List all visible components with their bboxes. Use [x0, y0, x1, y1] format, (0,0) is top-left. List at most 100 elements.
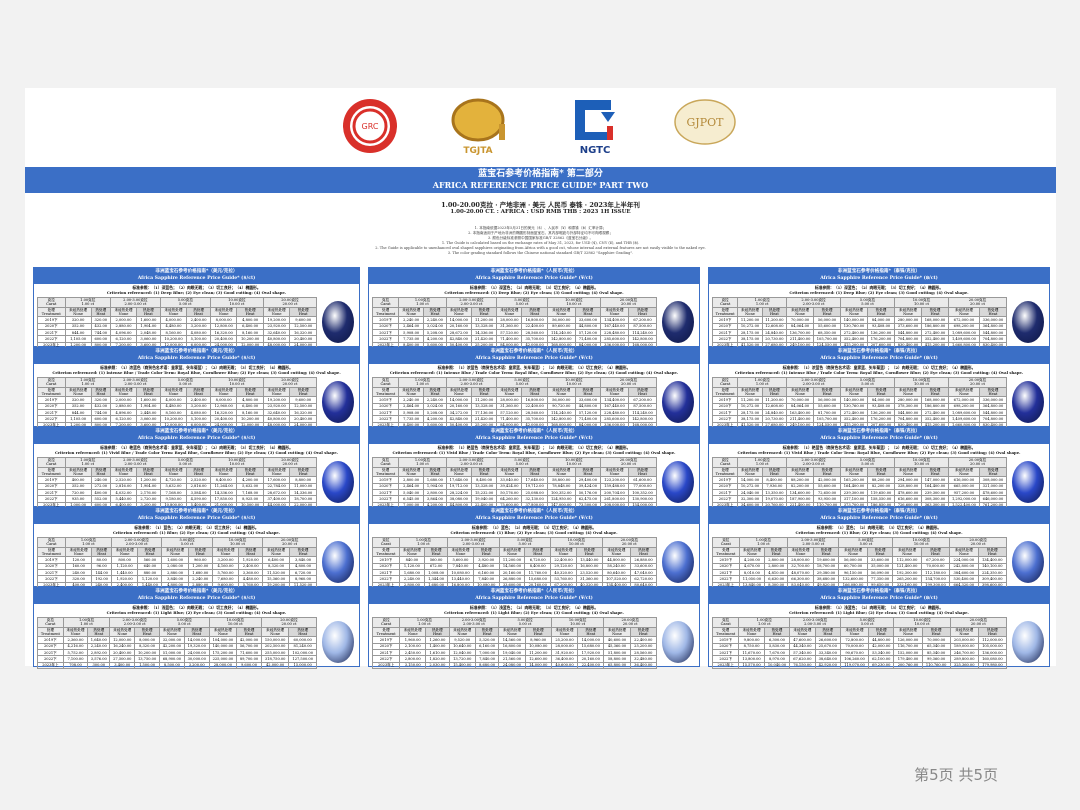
heat-header: 热处理 Heat [134, 626, 160, 638]
size-header: 10.00克拉 10.00 ct [209, 457, 264, 468]
panel-title-en: Africa Sapphire Reference Price Guide* (… [137, 516, 256, 521]
none-zh: 未经热处理 [791, 307, 810, 312]
none-header: 未经热处理 None [949, 546, 979, 558]
heat-header: 热处理 Heat [470, 306, 498, 318]
criteria: 标准参照：（1）深蓝色；（2）肉眼无瑕；（3）切工良好；（4）椭圆形。 Crit… [709, 284, 1049, 296]
panel-title-zh: 非洲蓝宝石参考价格指南*（泰铢/克拉） [837, 589, 921, 594]
heat-en: Heat [96, 471, 106, 476]
size-header: 2.00-3.00克拉 2.00-3.00 ct [786, 377, 842, 388]
price-cell: 2,240.00 [398, 316, 425, 324]
size-header: 5.00克拉 5.00 ct [159, 617, 210, 628]
price-cell: 478,600.00 [978, 488, 1008, 497]
table-row: 2022下 7,735.00 4,200.00 42,840.00 21,420.00 7… [371, 335, 658, 343]
size-en: 5.00 ct [178, 622, 191, 627]
price-panel: 非洲蓝宝石参考价格指南*（人民币/克拉） Africa Sapphire Ref… [368, 267, 700, 350]
size-zh: 20.00克拉 [621, 618, 639, 622]
heat-zh: 热处理 [637, 307, 648, 312]
price-cell: 16,320.00 [289, 328, 317, 337]
size-zh: 20.00克拉 [968, 458, 987, 462]
size-header: 10.00克拉 10.00 ct [894, 377, 949, 388]
none-header: 未经热处理 None [947, 386, 980, 398]
heat-en: Heat [96, 311, 106, 316]
price-table: 克拉 Carat 1.00克拉 1.00 ct 2.00-3.00克拉 2.00-3.00… [37, 537, 317, 590]
heat-zh: 热处理 [582, 307, 594, 312]
heat-zh: 热处理 [929, 307, 941, 312]
price-cell: 2,816.00 [109, 482, 138, 491]
price-cell: 16,320.00 [209, 408, 238, 417]
size-header: 20.00克拉 20.00 ct [260, 617, 318, 628]
size-header: 1.00克拉 1.00 ct [738, 617, 791, 628]
price-panel: 非洲蓝宝石参考价格指南*（人民币/克拉） Africa Sapphire Ref… [368, 427, 700, 510]
table-row: 2020下 2,464.00 3,024.00 20,160.00 13,328.00 3… [371, 322, 658, 331]
carat-header: 克拉 Carat [711, 297, 739, 308]
price-cell: 272,400.00 [921, 328, 949, 337]
heat-header: 热处理 Heat [812, 546, 840, 558]
size-zh: 5.00克拉 [514, 458, 530, 462]
carat-zh: 克拉 [722, 538, 730, 542]
heat-en: Heat [638, 311, 647, 316]
heat-zh: 热处理 [430, 547, 442, 552]
none-en: None [556, 391, 567, 396]
heat-header: 热处理 Heat [136, 306, 161, 318]
price-cell: 69,230.00 [868, 661, 895, 670]
size-header: 2.00-3.00克拉 2.00-3.00 ct [110, 537, 163, 548]
carat-en: Carat [720, 382, 731, 387]
size-en: 2.00-3.00 ct [124, 302, 147, 307]
criteria-zh: 标准参照：（1）浓蓝色（商贸色名术语：皇家蓝、矢车菊蓝）；（2）肉眼无瑕；（3）… [437, 365, 631, 370]
carat-en: Carat [720, 462, 731, 467]
none-header: 未经热处理 None [789, 626, 816, 638]
heat-zh: 热处理 [478, 467, 490, 472]
panel-title-zh: 非洲蓝宝石参考价格指南*（人民币/克拉） [490, 429, 578, 434]
criteria-zh: 标准参照：（1）艳蓝色（商贸色名术语：皇家蓝、矢车菊蓝）；（2）肉眼无瑕；（3）… [100, 445, 293, 450]
table-row: 2019下 320.00 320.00 2,000.00 1,600.00 4,000.0… [37, 316, 317, 324]
heat-zh: 热处理 [243, 627, 255, 632]
panel-title-en: Africa Sapphire Reference Price Guide* (… [820, 436, 938, 441]
none-en: None [270, 631, 281, 636]
price-cell: 61,600.00 [627, 476, 658, 484]
price-cell: 240.00 [90, 476, 112, 484]
size-zh: 5.00克拉 [859, 618, 875, 622]
none-en: None [406, 471, 417, 476]
size-zh: 10.00克拉 [565, 458, 583, 462]
svg-text:GRC: GRC [362, 122, 379, 131]
price-table: 克拉 Carat 1.00克拉 1.00 ct 2.00-3.00克拉 2.00-3.00… [371, 617, 658, 670]
none-en: None [217, 631, 228, 636]
heat-zh: 热处理 [987, 467, 999, 472]
none-zh: 未经热处理 [791, 387, 810, 392]
size-zh: 2.00-3.00克拉 [123, 298, 148, 302]
heat-header: 热处理 Heat [761, 306, 788, 318]
heat-en: Heat [769, 391, 779, 396]
period-cell: 2023年上 [711, 661, 740, 670]
heat-en: Heat [876, 391, 886, 396]
price-cell: 36,400.00 [629, 661, 658, 670]
period-cell: 2022下 [371, 415, 400, 423]
heat-zh: 热处理 [874, 547, 886, 552]
none-en: None [167, 631, 177, 636]
heat-en: Heat [479, 471, 489, 476]
size-en: 5.00 ct [861, 302, 874, 307]
criteria: 标准参照：（1）浅蓝色；（2）肉眼无瑕；（3）切工良好；（4）椭圆形。 Crit… [34, 604, 359, 616]
price-cell: 2,000.00 [109, 316, 138, 324]
price-cell: 11,264.00 [209, 482, 238, 491]
carat-header: 克拉 Carat [371, 297, 400, 308]
size-zh: 20.00克拉 [968, 298, 987, 302]
panel-header: 非洲蓝宝石参考价格指南*（美元/克拉） Africa Sapphire Refe… [34, 347, 359, 364]
table-row: 2023年上 8,400.00 5,600.00 50,400.00 25,200.00… [371, 421, 658, 430]
size-en: 20.00 ct [282, 542, 298, 547]
panel-title-zh: 非洲蓝宝石参考价格指南*（泰铢/克拉） [837, 429, 921, 434]
carat-zh: 克拉 [382, 298, 390, 302]
heat-header: 热处理 Heat [921, 626, 951, 638]
size-en: 5.00 ct [179, 302, 192, 307]
sapphire-image [662, 301, 694, 343]
none-en: None [959, 391, 969, 396]
size-zh: 1.00克拉 [416, 618, 433, 622]
price-cell: 6,120.00 [109, 335, 138, 343]
none-header: 未经热处理 None [209, 306, 238, 318]
treatment-header: 处理 Treatment [37, 626, 64, 638]
price-cell: 544,800.00 [978, 408, 1008, 417]
none-en: None [73, 471, 83, 476]
panel-title-zh: 非洲蓝宝石参考价格指南*（泰铢/克拉） [837, 509, 921, 514]
criteria-en: Criterion referenced: (1) Vivid Blue / T… [737, 450, 1021, 456]
period-cell: 2020下 [371, 402, 400, 411]
price-cell: 4,032.00 [109, 488, 138, 497]
